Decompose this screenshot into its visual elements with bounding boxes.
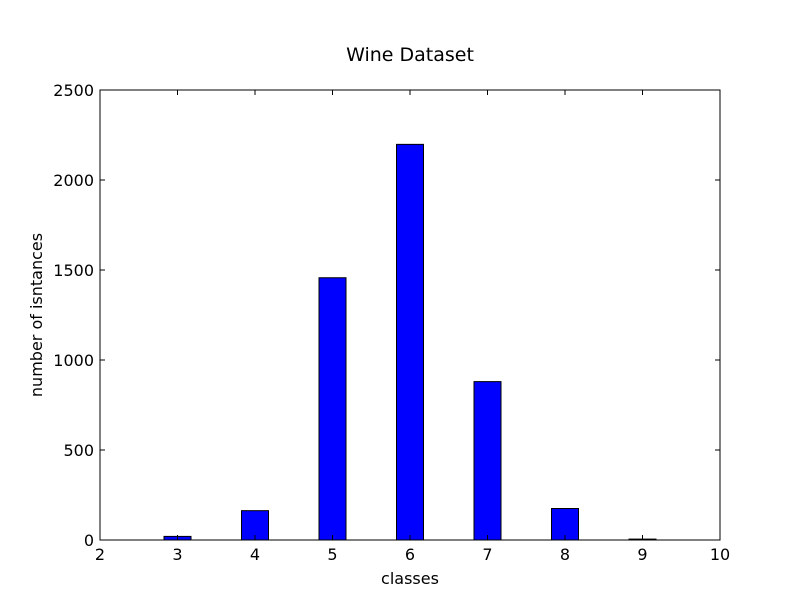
x-tick-label: 6 <box>405 545 415 564</box>
x-tick-label: 2 <box>95 545 105 564</box>
bar-class-5 <box>318 277 347 541</box>
ticks-group: 2 3 4 5 6 7 8 9 10 0 500 1000 1500 2000 2500 <box>53 81 730 564</box>
chart-title: Wine Dataset <box>346 44 474 66</box>
x-tick-label: 7 <box>482 545 492 564</box>
y-tick-label: 1500 <box>53 261 94 280</box>
x-tick-label: 8 <box>560 545 570 564</box>
bar-class-6 <box>396 143 424 541</box>
y-tick-label: 1000 <box>53 351 94 370</box>
y-tick-label: 2500 <box>53 81 94 100</box>
plot-frame <box>99 89 721 541</box>
y-axis-label: number of isntances <box>27 233 46 397</box>
x-tick-label: 9 <box>637 545 647 564</box>
bar-class-7 <box>473 381 502 541</box>
x-tick-label: 5 <box>327 545 337 564</box>
y-tick-label: 2000 <box>53 171 94 190</box>
x-tick-label: 10 <box>710 545 730 564</box>
y-tick-label: 500 <box>63 441 94 460</box>
y-tick-label: 0 <box>84 531 94 550</box>
x-axis-label: classes <box>381 569 439 588</box>
bar-class-4 <box>241 510 269 541</box>
x-tick-label: 4 <box>250 545 260 564</box>
bars-group <box>163 143 657 541</box>
x-tick-label: 3 <box>172 545 182 564</box>
